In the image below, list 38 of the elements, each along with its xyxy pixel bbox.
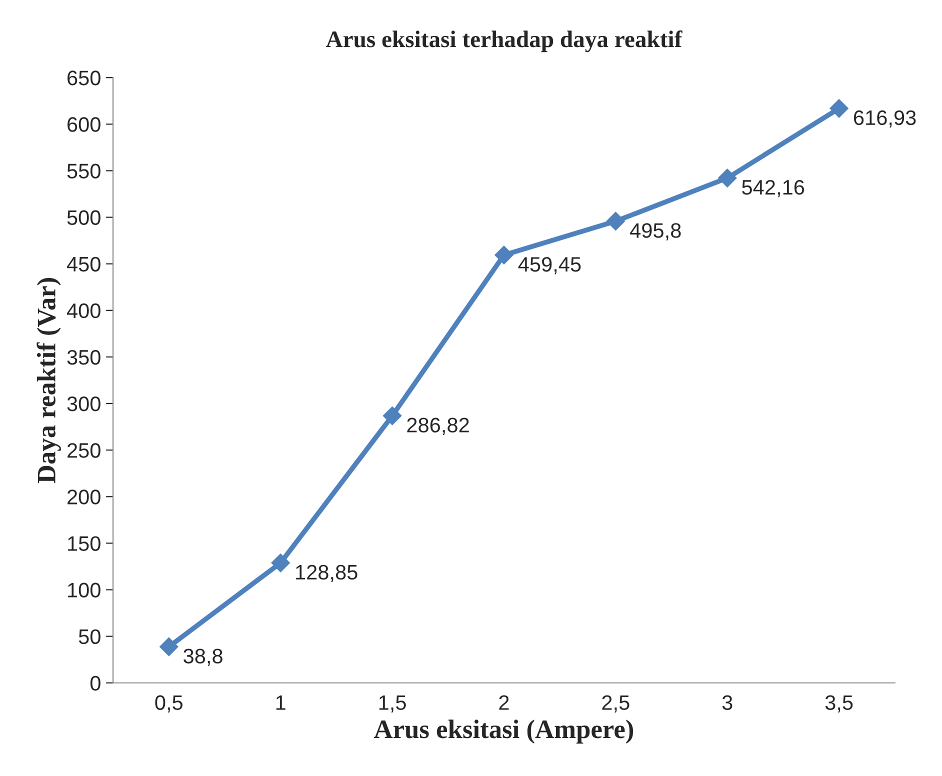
y-tick-label: 400 [66,303,100,318]
y-tick-label: 500 [67,210,100,226]
x-axis-title: Arus eksitasi (Ampere) [374,720,634,744]
x-tick-label: 3 [722,695,732,710]
y-tick-label: 600 [68,117,100,132]
data-label: 495,8 [630,223,681,240]
x-tick-label: 3,5 [825,695,853,712]
x-tick-label: 2,5 [602,695,630,712]
point [382,406,402,426]
point [718,168,737,188]
point [830,99,848,118]
y-tick-label: 200 [68,490,100,504]
x-tick-label: 2 [499,695,509,710]
data-label: 459,45 [518,256,581,274]
x-tick-label: 0,5 [155,695,182,712]
data-label: 616,93 [854,110,916,128]
y-tick-label: 150 [68,536,100,551]
y-tick-label: 100 [68,582,100,598]
y-tick-label: 250 [68,443,100,458]
data-label: 38,8 [184,648,222,666]
data-label: 128,85 [296,564,358,582]
y-tick-label: 50 [78,629,100,644]
y-tick-label: 550 [67,164,100,178]
data-label: 542,16 [742,180,804,198]
point [160,637,178,656]
chart-title: Arus eksitasi terhadap daya reaktif [326,30,682,52]
data-label: 286,82 [407,418,469,435]
point [494,246,514,264]
point [606,212,626,231]
point [271,554,290,572]
y-axis-title: Daya reaktif (Var) [36,278,61,484]
y-tick-label: 450 [66,256,100,272]
y-tick-label: 300 [67,396,100,412]
y-tick-label: 0 [90,676,100,691]
x-tick-label: 1,5 [379,695,406,712]
x-tick-label: 1 [276,695,286,710]
y-tick-label: 350 [67,350,100,365]
y-tick-label: 650 [68,70,100,86]
